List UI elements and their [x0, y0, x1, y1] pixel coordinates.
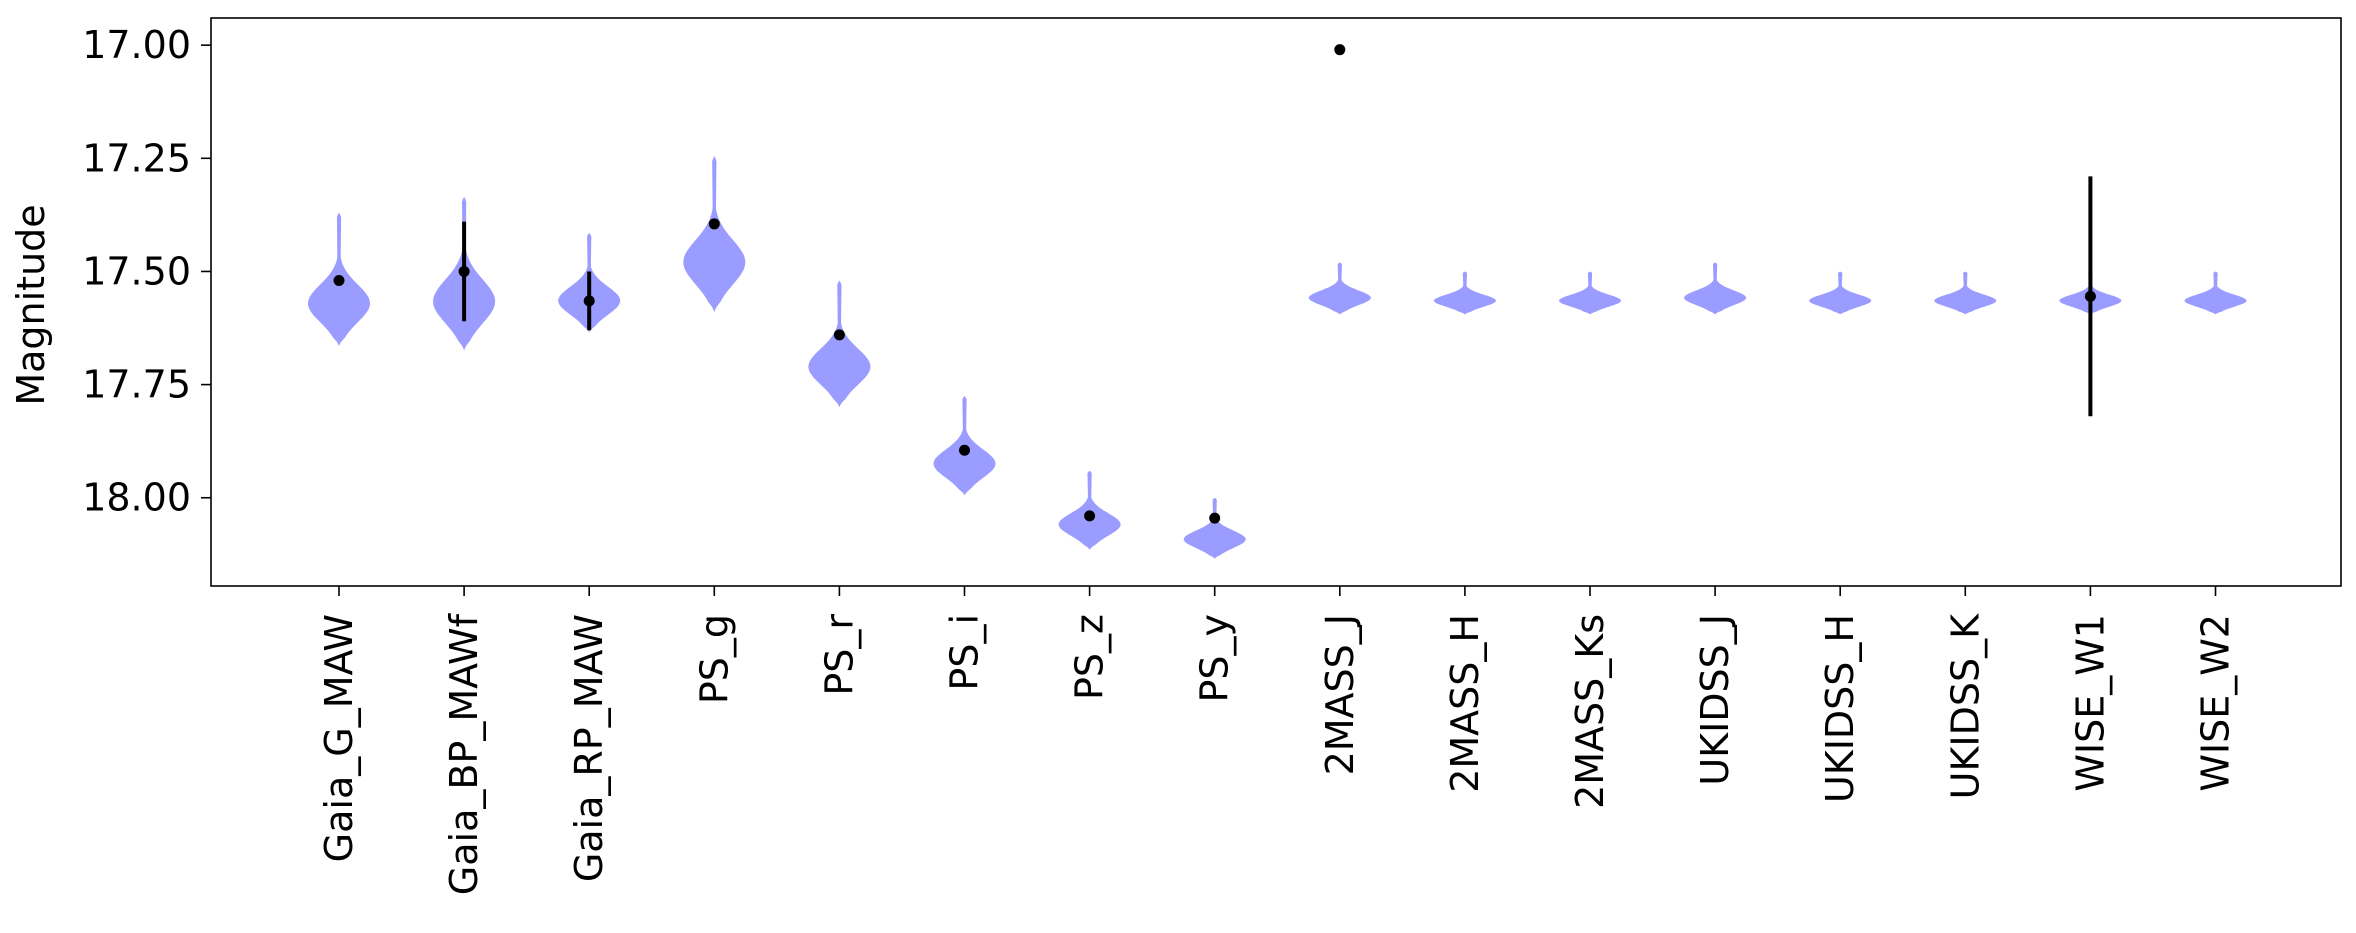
- x-tick-label: UKIDSS_K: [1943, 613, 1987, 799]
- x-tick-label: PS_y: [1193, 614, 1237, 703]
- y-axis-label: Magnitude: [9, 204, 53, 405]
- x-tick-label: PS_z: [1068, 614, 1112, 700]
- x-tick-label: UKIDSS_J: [1693, 614, 1737, 786]
- x-tick-label: 2MASS_Ks: [1568, 614, 1612, 809]
- x-tick-label: 2MASS_H: [1443, 614, 1487, 793]
- violins-layer: [308, 156, 2247, 559]
- violin-2MASS_J: [1308, 262, 1371, 315]
- x-tick-label: WISE_W1: [2068, 614, 2112, 792]
- x-tick-label: Gaia_BP_MAWf: [442, 612, 486, 895]
- x-tick-label: PS_g: [692, 614, 736, 704]
- point-Gaia_BP_MAWf: [458, 265, 470, 277]
- violin-PS_z: [1058, 470, 1121, 550]
- x-tick-label: Gaia_G_MAW: [317, 614, 361, 862]
- violin-UKIDSS_J: [1684, 262, 1747, 315]
- x-tick-label: PS_r: [817, 614, 861, 696]
- point-Gaia_G_MAW: [333, 275, 345, 287]
- points-layer: [333, 44, 2096, 524]
- x-tick-label: UKIDSS_H: [1818, 614, 1862, 803]
- point-PS_r: [833, 329, 845, 341]
- violin-UKIDSS_H: [1809, 271, 1872, 315]
- x-tick-label: 2MASS_J: [1318, 614, 1362, 775]
- violin-PS_y: [1183, 497, 1246, 559]
- violin-2MASS_Ks: [1559, 271, 1621, 315]
- y-tick-label: 18.00: [82, 476, 191, 520]
- violin-WISE_W2: [2184, 271, 2247, 315]
- x-tick-label: WISE_W2: [2194, 614, 2238, 792]
- y-tick-label: 17.50: [82, 249, 191, 293]
- point-PS_z: [1084, 510, 1096, 522]
- point-PS_i: [959, 444, 970, 456]
- point-PS_g: [708, 218, 720, 230]
- x-axis: Gaia_G_MAW Gaia_BP_MAWf Gaia_RP_MAW PS_g PS_…: [317, 586, 2238, 895]
- y-tick-label: 17.75: [82, 363, 191, 407]
- point-PS_y: [1209, 512, 1221, 524]
- y-axis: 17.00 17.25 17.50 17.75 18.00: [82, 23, 211, 520]
- y-tick-label: 17.25: [82, 136, 191, 180]
- violin-PS_r: [808, 280, 871, 408]
- point-WISE_W1: [2084, 290, 2096, 302]
- x-tick-label: Gaia_RP_MAW: [567, 614, 611, 882]
- point-2MASS_J: [1334, 44, 1346, 56]
- violin-PS_g: [683, 156, 746, 313]
- violin-UKIDSS_K: [1934, 271, 1997, 315]
- violin-2MASS_H: [1433, 271, 1496, 315]
- point-Gaia_RP_MAW: [583, 295, 595, 307]
- y-tick-label: 17.00: [82, 23, 191, 67]
- plot-frame: [210, 17, 2342, 587]
- x-tick-label: PS_i: [943, 614, 987, 691]
